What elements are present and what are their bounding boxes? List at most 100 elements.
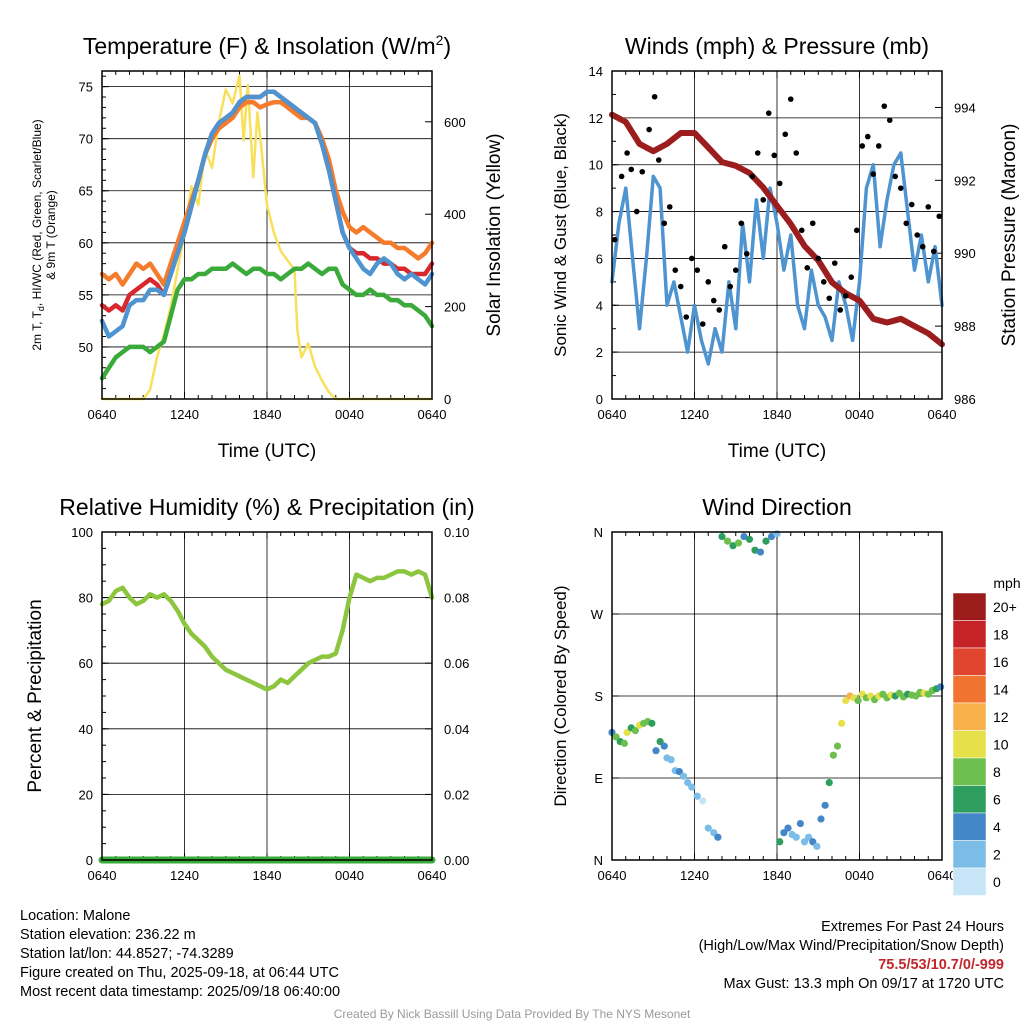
- gust-point: [919, 243, 926, 250]
- x-axis-label: Time (UTC): [218, 441, 317, 462]
- direction-point: [805, 833, 813, 841]
- direction-point: [792, 833, 800, 841]
- y-axis-label: Percent & Precipitation: [25, 599, 46, 792]
- x-tick-label: 1240: [680, 407, 709, 422]
- direction-point: [767, 532, 776, 541]
- y2-tick-label: 600: [444, 115, 466, 130]
- direction-point: [776, 838, 784, 846]
- station-latlon: Station lat/lon: 44.8527; -74.3289: [20, 946, 234, 962]
- x-axis-label: Time (UTC): [728, 441, 827, 462]
- y2-tick-label: 0.08: [444, 591, 469, 606]
- direction-point: [809, 838, 817, 846]
- direction-point: [623, 728, 631, 737]
- title-superscript: 2: [436, 32, 444, 48]
- y-axis-label: Direction (Colored By Speed): [551, 585, 570, 806]
- colorbar-swatch: [952, 647, 987, 676]
- y2-tick-label: 0.04: [444, 722, 469, 737]
- gust-point: [760, 197, 767, 203]
- direction-point: [854, 696, 862, 705]
- y-tick-label: 65: [79, 184, 93, 199]
- direction-point: [825, 778, 833, 787]
- station-info: Location: Malone Station elevation: 236.…: [20, 907, 340, 1002]
- direction-point: [813, 842, 821, 850]
- direction-point: [620, 739, 628, 747]
- direction-point: [693, 792, 701, 800]
- plot-frame: [611, 531, 943, 861]
- gust-point: [837, 307, 844, 313]
- y-tick-label: 50: [79, 340, 93, 355]
- gust-point: [925, 204, 932, 210]
- x-tick-label: 1240: [680, 868, 709, 883]
- colorbar-label: 12: [993, 709, 1009, 725]
- colorbar-swatch: [952, 675, 987, 704]
- y-tick-label: 75: [79, 80, 93, 95]
- gust-point: [624, 150, 630, 156]
- colorbar-label: 18: [993, 626, 1009, 642]
- y-axis-label-line2: & 9m T (Orange): [44, 190, 58, 280]
- gust-point: [782, 131, 789, 138]
- direction-point: [660, 742, 668, 750]
- direction-point: [679, 772, 688, 780]
- gust-point: [738, 220, 745, 227]
- heat_index_wind_chill-line: [99, 89, 435, 339]
- direction-point: [631, 727, 639, 735]
- temp_9m-line: [99, 99, 435, 287]
- gust-point: [749, 173, 756, 180]
- gust-point: [618, 173, 625, 180]
- pressure-line: [609, 111, 945, 348]
- x-tick-label: 0640: [88, 407, 117, 422]
- gust-point: [639, 168, 646, 175]
- gust-point: [930, 248, 937, 255]
- gust-point: [815, 255, 822, 262]
- colorbar-swatch: [952, 757, 987, 786]
- gust-point: [771, 152, 778, 159]
- y-tick-label: 60: [79, 656, 93, 671]
- gust-point: [628, 166, 635, 173]
- y2-axis-label: Station Pressure (Maroon): [999, 124, 1020, 347]
- ylabel-part: 2m T, T: [30, 310, 44, 350]
- y-tick-label: 40: [79, 722, 93, 737]
- colorbar-label: 20+: [993, 599, 1017, 615]
- direction-point: [656, 737, 664, 746]
- y2-tick-label: 992: [954, 173, 976, 188]
- y-tick-label: S: [594, 689, 603, 704]
- y2-tick-label: 988: [954, 319, 976, 334]
- colorbar-swatch: [952, 730, 987, 759]
- gust-point: [710, 297, 717, 304]
- gust-point: [864, 133, 871, 140]
- x-tick-label: 0640: [598, 407, 627, 422]
- x-tick-label: 0640: [598, 868, 627, 883]
- x-tick-label: 1840: [253, 868, 282, 883]
- direction-point: [699, 797, 707, 805]
- gust-point: [694, 267, 701, 273]
- panel-1: 0640 1240 1840 0040 0640 50 55 60 65 70 75 0 200 400 6…: [79, 70, 466, 422]
- y2-tick-label: 200: [444, 300, 466, 315]
- gust-point: [683, 314, 690, 320]
- ylabel-part: , HI/WC (Red, Green, Scarlet/Blue): [30, 119, 44, 306]
- gust-point: [661, 220, 668, 227]
- figure-created: Figure created on Thu, 2025-09-18, at 06…: [20, 965, 339, 981]
- gust-point: [688, 255, 695, 262]
- y-tick-label: 12: [589, 111, 603, 126]
- gust-point: [897, 185, 904, 191]
- x-tick-label: 0640: [418, 868, 447, 883]
- gust-point: [727, 283, 734, 290]
- direction-point: [718, 532, 726, 541]
- y2-tick-label: 0: [444, 392, 451, 407]
- gust-point: [892, 173, 899, 180]
- gust-point: [651, 93, 658, 100]
- direction-point: [612, 733, 620, 741]
- gust-point: [705, 279, 712, 285]
- y-tick-label: W: [591, 607, 604, 622]
- recent-data-timestamp: Most recent data timestamp: 2025/09/18 0…: [20, 984, 341, 1000]
- gust-point: [633, 208, 640, 215]
- y2-tick-label: 0.02: [444, 787, 469, 802]
- x-tick-label: 1840: [763, 868, 792, 883]
- gust-point: [732, 267, 739, 273]
- colorbar-swatch: [952, 592, 987, 621]
- x-tick-label: 1240: [170, 407, 199, 422]
- y-tick-label: 70: [79, 132, 93, 147]
- panel-2: 0640 1240 1840 0040 064002468101214986988990…: [589, 64, 976, 422]
